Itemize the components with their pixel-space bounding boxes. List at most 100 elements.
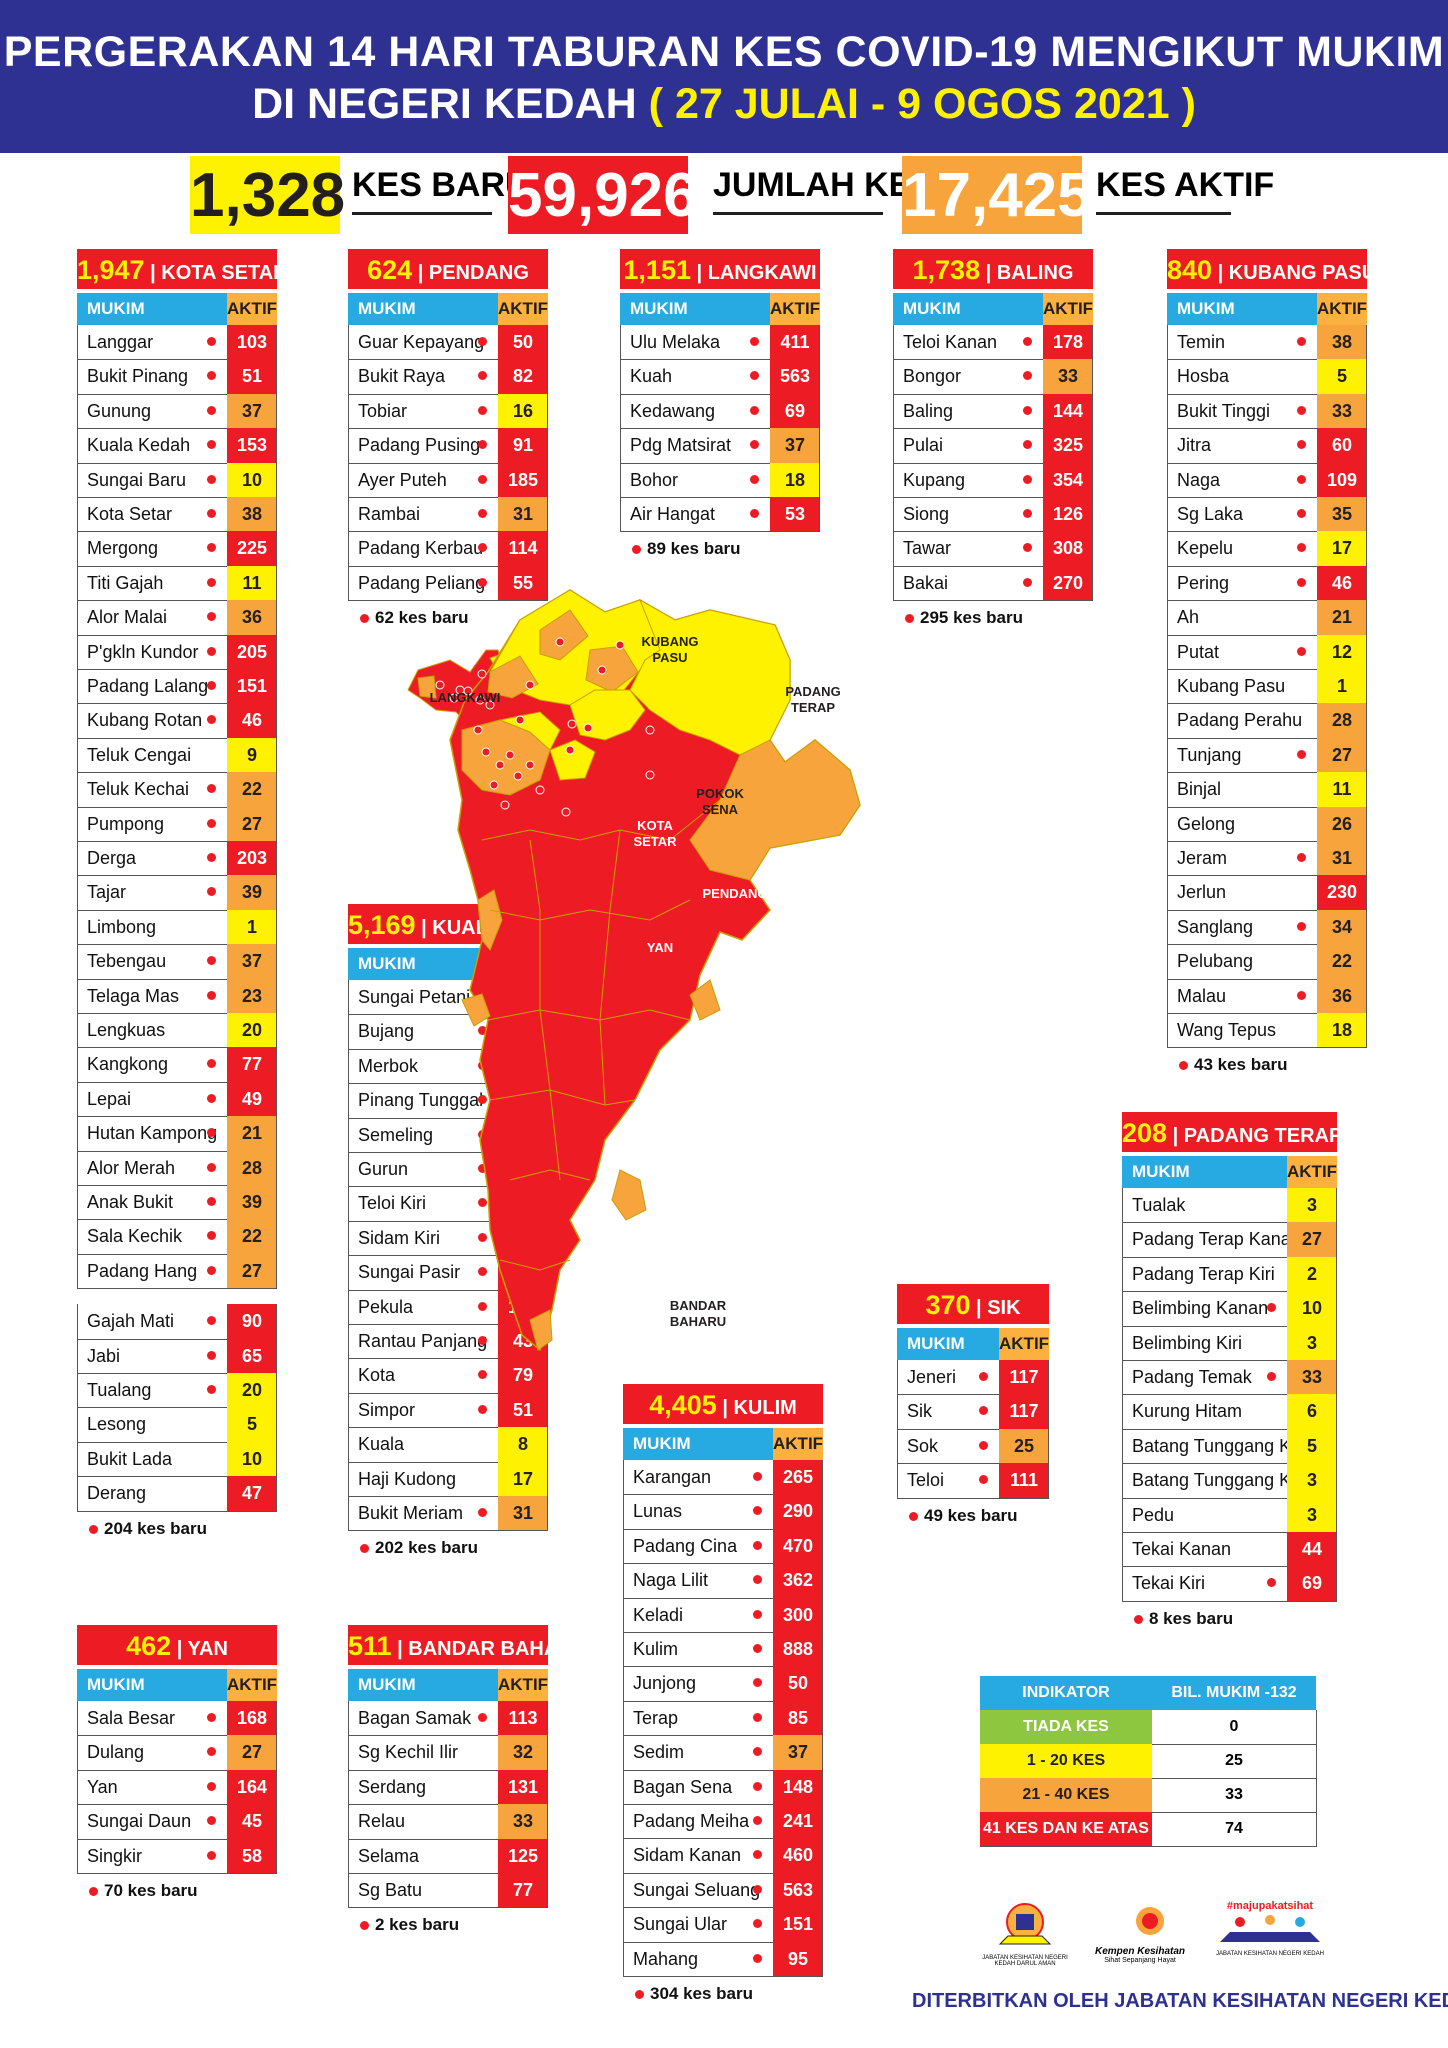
mukim-name: Sik xyxy=(907,1401,933,1422)
new-case-dot-icon xyxy=(207,853,216,862)
aktif-value: 38 xyxy=(227,497,277,532)
kempen-logo-sub: Sihat Sepanjang Hayat xyxy=(1104,1957,1176,1964)
table-row: Bagan Samak 113 xyxy=(348,1701,548,1737)
table-frame xyxy=(348,325,548,602)
aktif-value: 411 xyxy=(770,325,820,360)
mukim-name: Semeling xyxy=(358,1124,434,1145)
table-row: Sungai Ular 151 xyxy=(623,1907,823,1943)
new-cases-text: 304 kes baru xyxy=(650,1984,754,2003)
district-total: 840 xyxy=(1167,255,1213,285)
mukim-name: Lepai xyxy=(87,1088,132,1109)
aktif-value: 151 xyxy=(227,669,277,704)
new-case-dot-icon xyxy=(207,715,216,725)
aktif-value: 888 xyxy=(773,1632,823,1667)
aktif-value: 125 xyxy=(498,1838,548,1873)
table-row: Simpor 51 xyxy=(348,1392,548,1429)
mukim-name: Rambai xyxy=(358,504,421,524)
mukim-name: Jeneri xyxy=(907,1367,957,1387)
table-header: MUKIM AKTIF xyxy=(77,1669,277,1701)
mukim-name: Tajar xyxy=(87,882,127,903)
table-row: Binjal 11 xyxy=(1167,772,1367,808)
kes-baru-value: 1,328 xyxy=(190,156,345,234)
new-case-dot-icon xyxy=(207,1128,216,1138)
new-case-dot-icon xyxy=(207,990,216,1000)
table-row: Bukit Tinggi 33 xyxy=(1167,393,1367,430)
mukim-name: Teloi Kanan xyxy=(903,332,998,352)
district-total: 370 xyxy=(925,1290,971,1320)
new-case-dot-icon xyxy=(478,1232,487,1242)
title-line-2: DI NEGERI KEDAH ( 27 JULAI - 9 OGOS 2021… xyxy=(0,80,1448,129)
new-case-dot-icon xyxy=(632,545,641,555)
table-row: Pelubang 22 xyxy=(1167,944,1367,980)
mukim-name: Pering xyxy=(1177,572,1230,593)
aktif-value: 47 xyxy=(227,1476,277,1511)
aktif-value: 32 xyxy=(498,1735,548,1770)
aktif-value: 205 xyxy=(227,634,277,669)
aktif-value: 85 xyxy=(773,1700,823,1736)
table-row: Jeneri 117 xyxy=(897,1360,1049,1396)
mukim-name: Temin xyxy=(1177,332,1226,352)
mukim-name: Air Hangat xyxy=(630,504,716,524)
mukim-name: Padang Hang xyxy=(87,1260,198,1281)
mukim-name: Bukit Pinang xyxy=(87,366,189,387)
column-header-mukim: MUKIM xyxy=(1132,1162,1190,1181)
aktif-value: 39 xyxy=(227,1185,277,1220)
legend-count-21-40: 33 xyxy=(1152,1778,1317,1813)
aktif-value: 5 xyxy=(227,1407,277,1442)
district-separator: | xyxy=(391,1638,409,1660)
table-row: Pedu 3 xyxy=(1122,1497,1337,1533)
aktif-value: 51 xyxy=(498,1392,548,1428)
mukim-name: Teloi Kiri xyxy=(358,1193,427,1214)
column-header-mukim: MUKIM xyxy=(358,1675,416,1694)
new-cases-text: 8 kes baru xyxy=(1149,1608,1234,1628)
aktif-value: 27 xyxy=(1317,737,1367,773)
mukim-name: Kubang Rotan xyxy=(87,710,203,731)
mukim-name: Batang Tunggang Kiri xyxy=(1132,1470,1306,1491)
mukim-name: Tualang xyxy=(87,1380,152,1400)
table-row: Belimbing Kiri 3 xyxy=(1122,1325,1337,1361)
map-label-pokok: POKOK xyxy=(696,786,744,801)
aktif-value: 460 xyxy=(773,1838,823,1873)
mukim-name: Lunas xyxy=(633,1501,683,1522)
table-row: Lepai 49 xyxy=(77,1081,277,1118)
table-row: Junjong 50 xyxy=(623,1666,823,1702)
district-name: SIK xyxy=(987,1297,1021,1319)
new-case-dot-icon xyxy=(1179,1061,1188,1071)
table-row: Yan 164 xyxy=(77,1769,277,1806)
new-case-dot-icon xyxy=(360,1921,369,1931)
district-separator: | xyxy=(970,1297,988,1319)
table-row: Tajar 39 xyxy=(77,875,277,911)
aktif-value: 117 xyxy=(999,1394,1049,1429)
legend-header-indikator: INDIKATOR xyxy=(980,1676,1152,1710)
mukim-name: Telaga Mas xyxy=(87,985,180,1006)
new-case-dot-icon xyxy=(207,681,216,690)
new-case-dot-icon xyxy=(207,1093,216,1103)
aktif-value: 300 xyxy=(773,1597,823,1632)
mukim-name: Kota Setar xyxy=(87,504,173,524)
district-header: 462 | YAN xyxy=(77,1625,277,1665)
new-case-dot-icon xyxy=(1297,543,1306,553)
table-row: Langgar 103 xyxy=(77,325,277,361)
column-header-mukim: MUKIM xyxy=(633,1434,691,1453)
table-row: Jabi 65 xyxy=(77,1338,277,1374)
column-header-mukim: MUKIM xyxy=(903,299,961,318)
table-row: Gajah Mati 90 xyxy=(77,1304,277,1340)
table-frame xyxy=(77,1701,277,1874)
mukim-name: Pdg Matsirat xyxy=(630,435,732,456)
mukim-name: Bukit Meriam xyxy=(358,1503,464,1523)
aktif-value: 28 xyxy=(1317,703,1367,738)
table-row: Hosba 5 xyxy=(1167,359,1367,395)
new-case-dot-icon xyxy=(207,1231,216,1241)
new-case-dot-icon xyxy=(207,612,216,622)
new-case-dot-icon xyxy=(478,474,487,484)
aktif-value: 308 xyxy=(1043,531,1093,566)
aktif-value: 25 xyxy=(999,1428,1049,1464)
kes-baru-underline xyxy=(352,212,492,215)
table-row: Padang Lalang 151 xyxy=(77,669,277,705)
jumlah-kes-value: 59,926 xyxy=(508,156,698,234)
table-row: Padang Kerbau 114 xyxy=(348,531,548,567)
mukim-name: Jabi xyxy=(87,1345,121,1366)
mukim-name: Kulim xyxy=(633,1639,679,1659)
aktif-value: 16 xyxy=(498,393,548,429)
map-label-kota: KOTA xyxy=(637,818,673,833)
